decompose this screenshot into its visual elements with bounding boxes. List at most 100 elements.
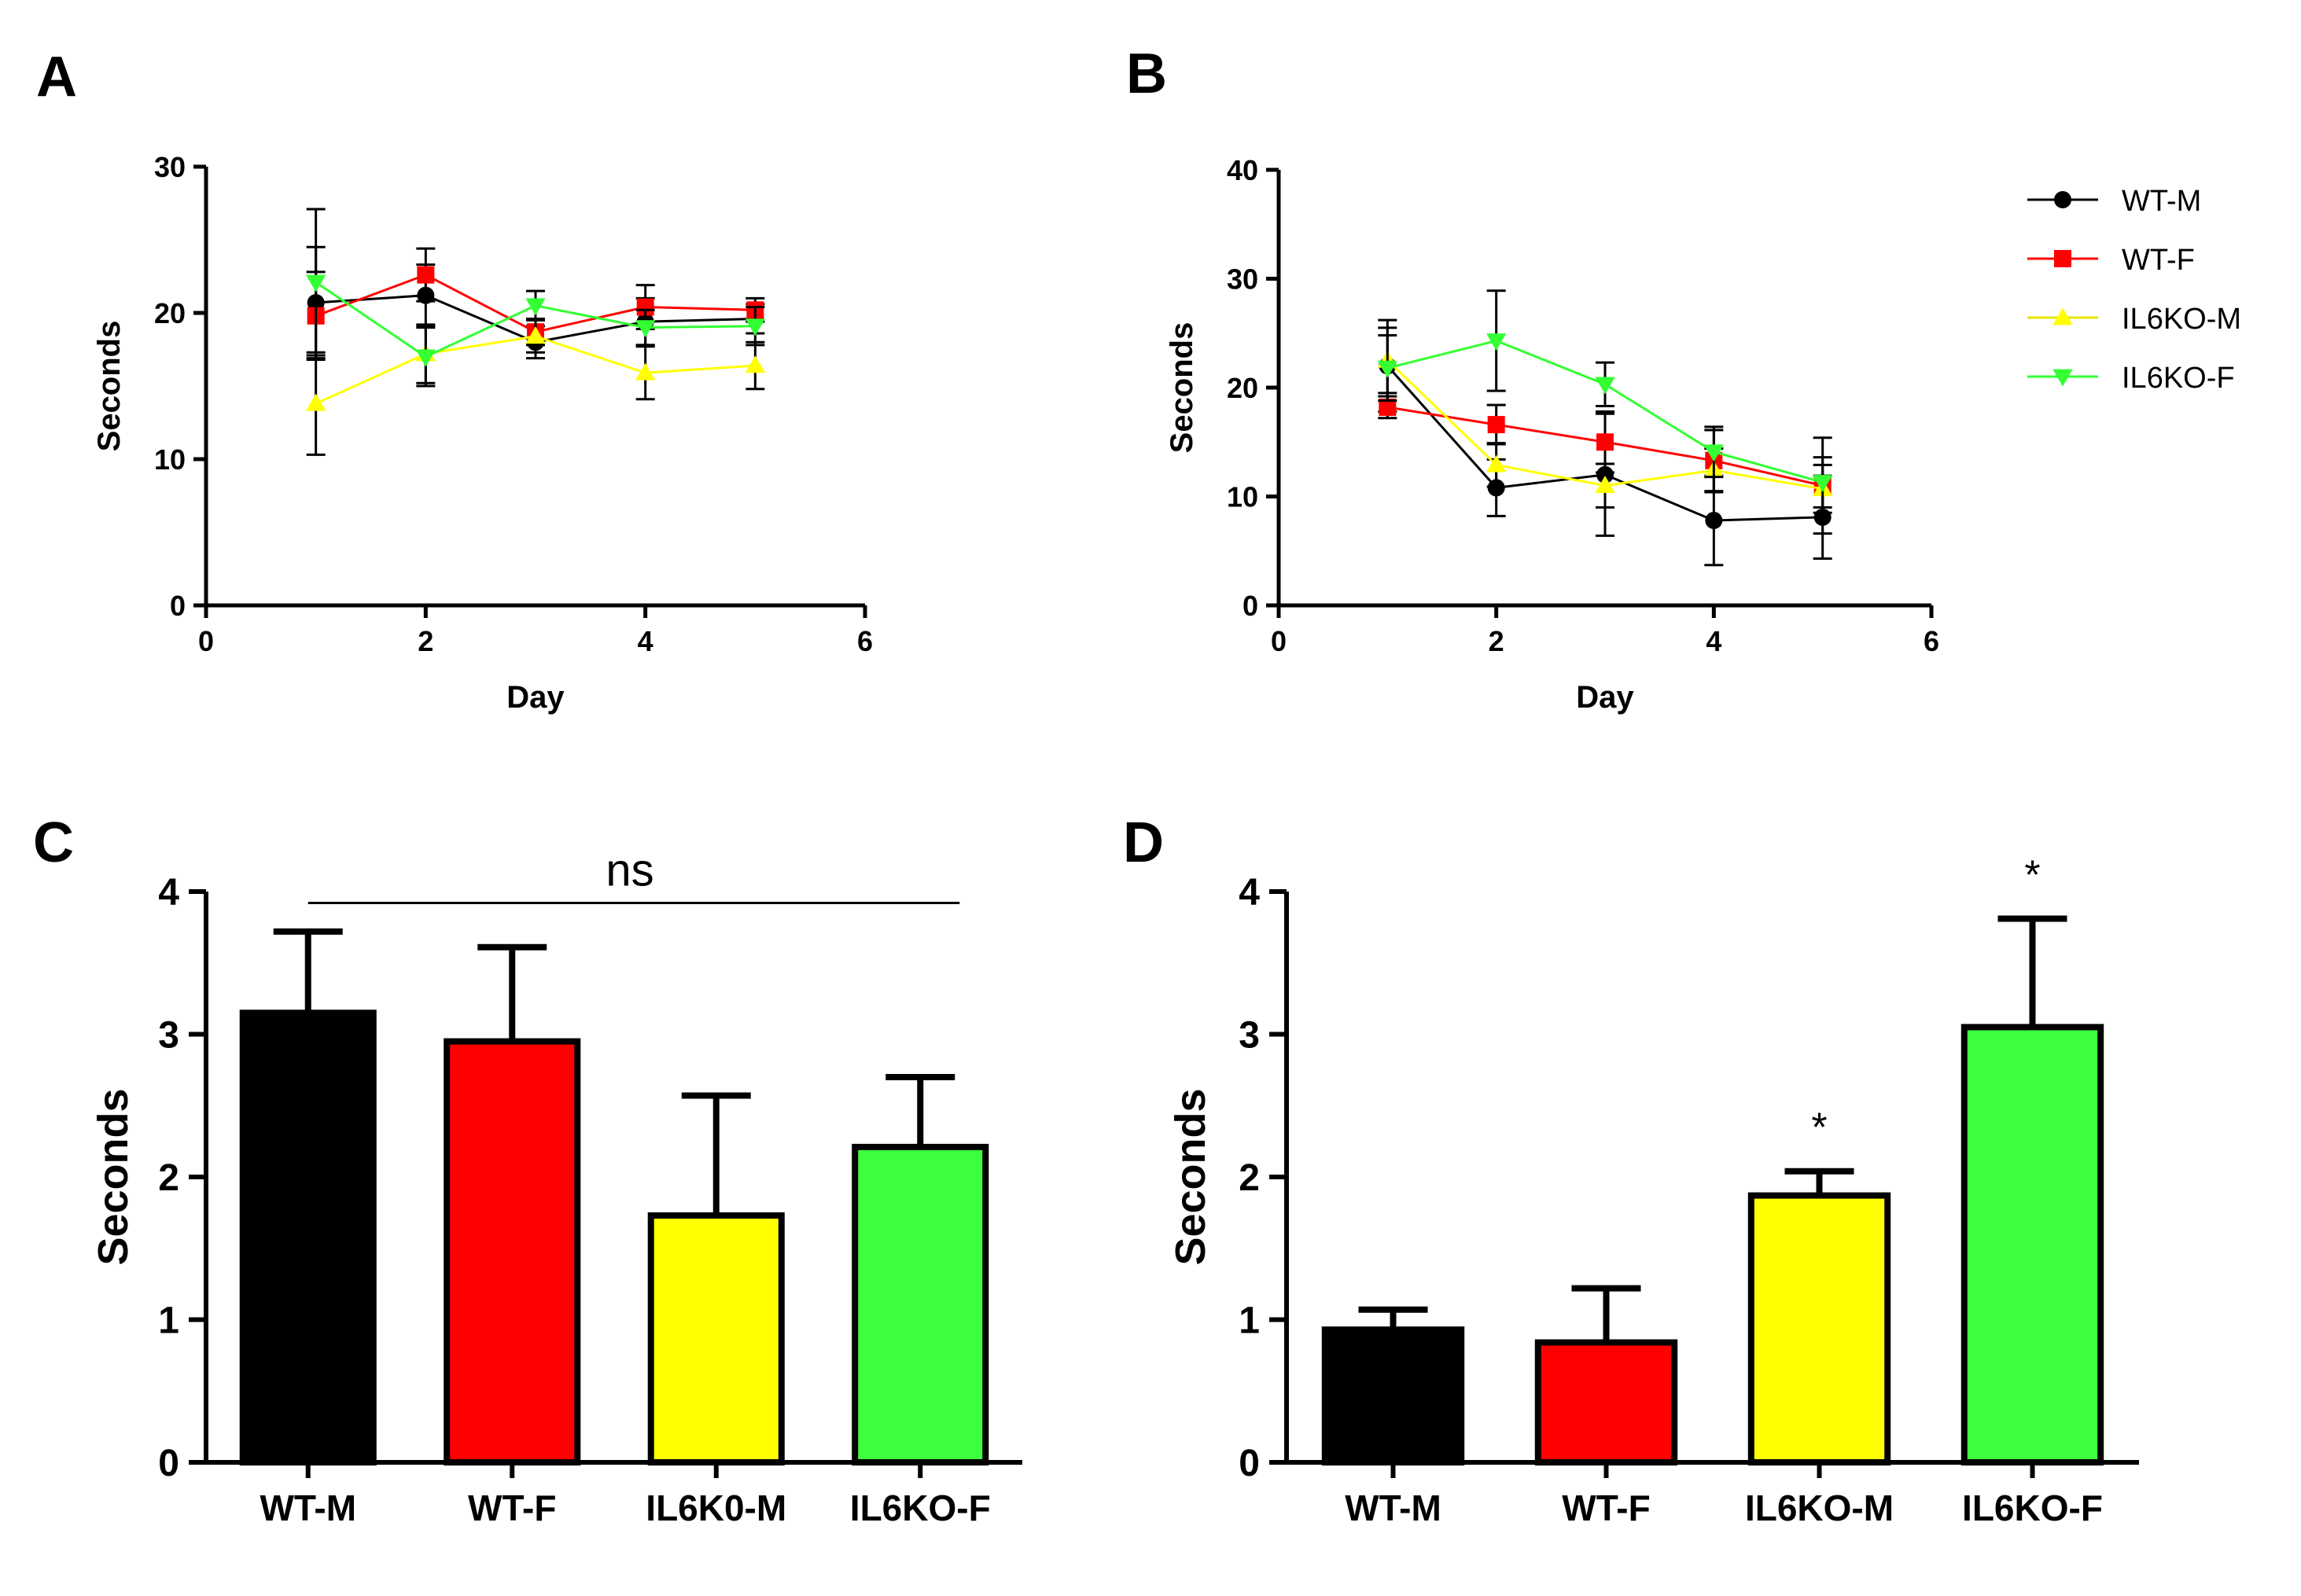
bar-wt-f: [1534, 1339, 1678, 1466]
data-point-il6ko-f: [1813, 475, 1833, 493]
y-tick-label: 20: [1227, 372, 1258, 404]
panel-label-d: D: [1123, 811, 1164, 874]
x-tick-label: IL6KO-F: [1962, 1488, 2103, 1528]
data-point-il6ko-f: [525, 298, 546, 316]
y-tick-label: 3: [1239, 1015, 1260, 1057]
data-point-il6ko-f: [415, 349, 436, 367]
y-tick-label: 30: [154, 151, 186, 183]
bar-il6ko-f: [852, 1143, 989, 1465]
data-point-il6ko-m: [1486, 454, 1507, 473]
data-point-il6ko-f: [1595, 377, 1615, 395]
legend-label-il6ko-m: IL6KO-M: [2122, 303, 2241, 336]
bar-group-il6ko-f: IL6KO-F *: [1960, 852, 2104, 1528]
x-tick-label: WT-M: [1345, 1488, 1441, 1528]
x-tick-label: IL6KO-F: [850, 1488, 991, 1528]
data-point-wt-m: [1705, 511, 1723, 529]
series-il6ko-f: [1377, 289, 1833, 509]
y-tick-label: 1: [1239, 1300, 1260, 1342]
data-point-wt-f: [417, 266, 435, 284]
panel-label-b: B: [1126, 42, 1167, 105]
panel-label-a: A: [36, 46, 77, 108]
bar-il6ko-m: [1747, 1192, 1891, 1465]
x-tick-label: WT-F: [1562, 1488, 1650, 1528]
data-point-wt-f: [636, 298, 654, 316]
bar-group-wt-m: WT-M: [239, 928, 377, 1528]
bar-group-wt-m: WT-M: [1321, 1306, 1465, 1528]
data-point-il6ko-f: [306, 274, 326, 292]
y-tick-label: 0: [170, 590, 186, 622]
data-point-il6ko-m: [635, 362, 656, 381]
y-axis-title: Seconds: [1167, 1088, 1214, 1265]
data-point-wt-f: [1379, 398, 1397, 416]
x-axis-title: Day: [506, 680, 565, 715]
series-il6ko-f: [306, 208, 765, 388]
y-axis-title: Seconds: [92, 321, 127, 452]
bar-group-wt-f: WT-F: [1534, 1285, 1678, 1528]
y-tick-label: 4: [158, 872, 179, 914]
y-tick-label: 2: [158, 1157, 179, 1199]
panel-b-chart: 0 2 4 6 0 10 20 30 40 Day Seconds WT-M WT-F IL6KO-M IL…: [1165, 154, 2241, 715]
legend-label-il6ko-f: IL6KO-F: [2122, 362, 2235, 395]
y-axis-title: Seconds: [1165, 322, 1199, 454]
y-tick-label: 0: [1239, 1443, 1260, 1484]
significance-star: *: [1811, 1105, 1827, 1151]
bar-group-wt-f: WT-F: [444, 943, 581, 1528]
y-tick-label: 20: [154, 297, 186, 329]
legend-marker-il6ko-f: [2052, 369, 2073, 387]
legend: WT-M WT-F IL6KO-M IL6KO-F: [2027, 185, 2241, 395]
x-tick-label: 4: [638, 625, 653, 657]
y-tick-label: 1: [158, 1300, 179, 1342]
data-point-il6ko-m: [745, 355, 765, 373]
legend-marker-wt-f: [2054, 250, 2071, 267]
panel-d-chart: 0 1 2 3 4 Seconds WT-M WT-F IL6KO-M * IL6KO-F *: [1167, 852, 2139, 1528]
x-tick-label: 0: [198, 625, 214, 657]
data-point-il6ko-m: [306, 393, 326, 411]
significance-star: *: [2024, 852, 2040, 898]
x-tick-label: IL6KO-M: [1745, 1488, 1894, 1528]
bar-il6ko-f: [1960, 1024, 2104, 1466]
y-tick-label: 4: [1239, 872, 1260, 914]
y-tick-label: 3: [158, 1015, 179, 1057]
bar-group-il6ko-m: IL6KO-M *: [1745, 1105, 1894, 1528]
y-axis-title: Seconds: [90, 1088, 137, 1265]
data-point-il6ko-f: [745, 318, 765, 336]
bar-wt-m: [1321, 1326, 1465, 1465]
y-tick-label: 30: [1227, 263, 1258, 296]
y-tick-label: 40: [1227, 154, 1258, 186]
x-tick-label: WT-F: [468, 1488, 556, 1528]
x-tick-label: WT-M: [260, 1488, 356, 1528]
x-tick-label: IL6K0-M: [646, 1488, 786, 1528]
legend-label-wt-m: WT-M: [2122, 185, 2201, 218]
x-tick-label: 6: [857, 625, 873, 657]
x-tick-label: 2: [418, 625, 433, 657]
data-point-il6ko-f: [1703, 444, 1724, 462]
bar-il6k0-m: [647, 1212, 785, 1465]
data-point-il6ko-m: [1595, 476, 1615, 493]
legend-marker-wt-m: [2054, 191, 2071, 208]
ns-annotation: ns: [606, 845, 653, 896]
y-tick-label: 10: [1227, 481, 1258, 513]
y-tick-label: 2: [1239, 1157, 1260, 1199]
panel-a-chart: 0 2 4 6 0 10 20 30 Day Seconds: [92, 151, 873, 715]
data-point-wt-f: [1596, 433, 1614, 451]
bar-group-il6ko-f: IL6KO-F: [850, 1073, 991, 1528]
data-point-il6ko-f: [1377, 360, 1397, 378]
x-tick-label: 0: [1271, 625, 1287, 657]
y-tick-label: 0: [1243, 590, 1258, 622]
panel-c-chart: 0 1 2 3 4 Seconds WT-M WT-F IL6K0-M IL6KO-F ns: [90, 845, 1022, 1528]
legend-marker-il6ko-m: [2052, 307, 2073, 325]
data-point-il6ko-f: [635, 320, 656, 338]
data-point-wt-f: [1487, 416, 1505, 434]
data-point-il6ko-m: [525, 326, 546, 344]
bar-group-il6k0-m: IL6K0-M: [646, 1092, 786, 1528]
bar-wt-f: [444, 1038, 581, 1465]
series-wt-f: [1378, 395, 1832, 535]
panel-label-c: C: [33, 811, 74, 874]
data-point-il6ko-f: [1486, 333, 1507, 351]
y-tick-label: 0: [158, 1443, 179, 1484]
y-tick-label: 10: [154, 443, 186, 476]
bar-wt-m: [239, 1009, 377, 1465]
x-tick-label: 2: [1489, 625, 1504, 657]
x-tick-label: 4: [1706, 625, 1721, 657]
